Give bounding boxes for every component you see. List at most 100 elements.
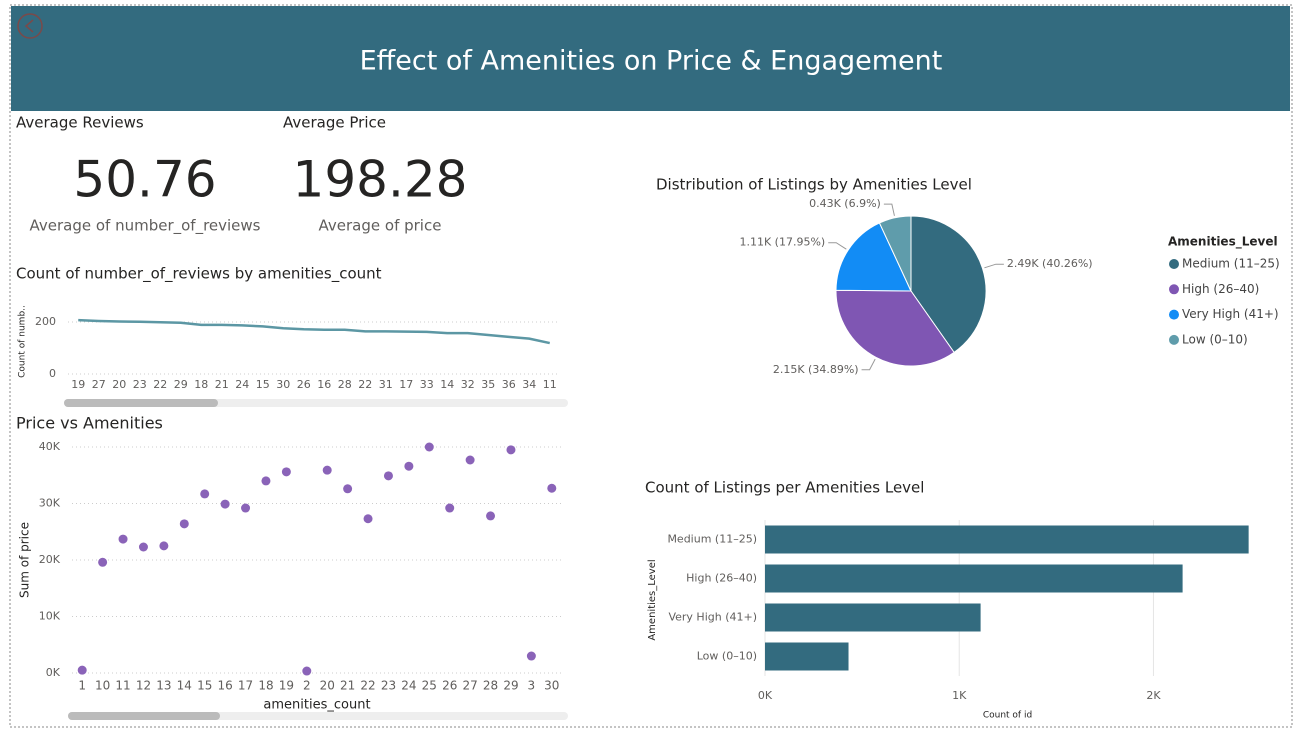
dot [506,445,516,455]
dot [526,651,536,661]
pie-slice [910,215,987,354]
legend-label: Low (0–10) [1182,332,1248,346]
x-axis-title: Count of id [983,711,1032,721]
pie-slice [835,289,955,367]
x-tick-label: 28 [338,378,352,391]
x-tick-label: 20 [320,679,335,693]
y-tick-label: Medium (11–25) [667,533,757,546]
x-tick-label: 19 [71,378,85,391]
legend-label: High (26–40) [1182,282,1259,296]
bar [765,603,981,632]
y-axis-title: Count of numb.. [18,305,28,378]
scrollbar-thumb[interactable] [68,712,220,720]
scrollbar-thumb[interactable] [64,399,218,407]
x-tick-label: 30 [276,378,290,391]
dot [200,489,210,499]
x-tick-label: 31 [379,378,393,391]
dot [302,666,312,676]
header-title: Effect of Amenities on Price & Engagemen… [360,46,943,77]
x-tick-label: 16 [317,378,331,391]
x-tick-label: 23 [133,378,147,391]
x-tick-label: 23 [381,679,396,693]
bar [765,525,1249,554]
data-label: 0.43K (6.9%) [809,197,881,210]
chart-title: Distribution of Listings by Amenities Le… [656,176,972,194]
dot [343,484,353,494]
dot [220,499,230,509]
back-icon [24,19,34,33]
dot [486,511,496,521]
x-tick-label: 22 [153,378,167,391]
x-tick-label: 29 [174,378,188,391]
dot [98,557,108,567]
card-title: Average Price [283,114,386,132]
y-tick-label: 10K [39,610,61,623]
bar [765,642,849,671]
x-tick-label: 1 [78,679,86,693]
x-tick-label: 10 [95,679,110,693]
legend-label: Medium (11–25) [1182,257,1280,271]
dot [77,665,87,675]
card-value: 50.76 [73,151,216,209]
x-tick-label: 35 [481,378,495,391]
dot [445,503,455,513]
data-label: 1.11K (17.95%) [739,236,825,249]
x-tick-label: 0K [758,689,773,702]
leader-line [861,358,876,371]
y-tick-label: Very High (41+) [668,611,757,624]
dot [404,461,414,471]
legend-swatch [1169,284,1179,295]
x-tick-label: 14 [177,679,192,693]
card-label: Average of number_of_reviews [29,217,260,236]
x-tick-label: 3 [528,679,536,693]
x-tick-label: 22 [360,679,375,693]
x-tick-label: 30 [544,679,559,693]
x-tick-label: 32 [461,378,475,391]
dot [241,503,251,513]
x-tick-label: 13 [156,679,171,693]
x-tick-label: 29 [503,679,518,693]
x-tick-label: 21 [215,378,229,391]
x-tick-label: 36 [502,378,516,391]
x-tick-label: 2K [1146,689,1161,702]
x-tick-label: 18 [258,679,273,693]
y-tick-label: 0 [49,367,56,380]
dot [322,465,332,475]
leader-line [828,242,847,250]
bar [765,564,1183,593]
y-axis-title: Sum of price [18,522,32,598]
x-tick-label: 15 [256,378,270,391]
y-tick-label: 40K [39,440,61,453]
x-tick-label: 11 [115,679,130,693]
legend-swatch [1169,334,1179,345]
x-tick-label: 15 [197,679,212,693]
dot [281,467,291,477]
dot [547,483,557,493]
card-title: Average Reviews [16,114,144,132]
line [78,318,551,345]
x-tick-label: 11 [543,378,557,391]
leader-line [883,203,895,216]
x-tick-label: 28 [483,679,498,693]
back-button[interactable] [17,13,43,39]
y-tick-label: 30K [39,497,61,510]
chart-title: Price vs Amenities [16,414,163,433]
chart-title: Count of Listings per Amenities Level [645,479,924,497]
legend-title: Amenities_Level [1168,235,1278,250]
x-tick-label: 34 [522,378,536,391]
x-tick-label: 2 [303,679,311,693]
x-axis-title: amenities_count [263,698,370,713]
x-tick-label: 16 [217,679,232,693]
x-tick-label: 17 [238,679,253,693]
data-label: 2.15K (34.89%) [773,363,859,376]
x-tick-label: 27 [462,679,477,693]
x-tick-label: 25 [422,679,437,693]
legend-label: Very High (41+) [1182,307,1279,321]
y-tick-label: High (26–40) [686,572,757,585]
x-tick-label: 24 [401,679,416,693]
chart-title: Count of number_of_reviews by amenities_… [16,265,382,284]
x-tick-label: 17 [399,378,413,391]
y-tick-label: 0K [46,666,61,679]
header-bar [11,6,1290,111]
